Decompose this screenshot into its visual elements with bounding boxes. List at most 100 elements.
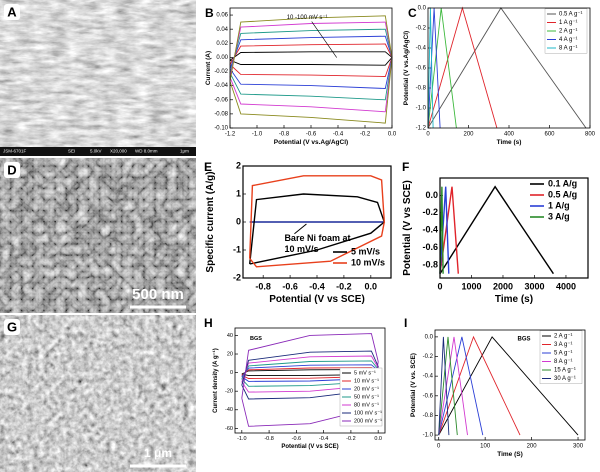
y-tick-label: -0.6 [423,393,434,399]
micrograph [0,158,196,313]
y-tick-label: -0.4 [416,46,427,52]
legend-label: 4 A g⁻¹ [559,37,578,43]
info-text: SEI [68,149,75,154]
legend-label: 10 mV s⁻¹ [354,378,379,384]
curve [229,21,393,113]
panel-label-box [4,162,20,178]
y-tick-label: -0.2 [423,354,434,360]
y-tick-label: -0.6 [422,242,438,252]
legend-label: 8 A g⁻¹ [559,46,578,52]
x-tick-label: -0.8 [279,132,290,138]
x-axis-label: Potential (V vs SCE) [281,444,338,450]
x-tick-label: 0.0 [374,436,382,442]
x-tick-label: 200 [527,444,538,450]
plot-frame [434,329,586,441]
legend-label: 30 A g⁻¹ [554,376,576,382]
y-axis-label: Potential (V vs SCE) [402,180,413,276]
y-tick-label: -2 [233,272,241,282]
info-text: 1μm [180,149,189,154]
x-tick-label: 4000 [556,281,576,291]
x-tick-label: 200 [463,132,474,138]
x-tick-label: -0.8 [255,281,271,291]
legend-label: 2 A g⁻¹ [554,334,573,340]
y-tick-label: -0.02 [214,69,228,75]
y-tick-label: 0 [236,216,241,226]
y-axis-label: Specific current (A/g) [205,171,216,272]
y-tick-label: -0.2 [422,207,438,217]
curve [439,186,450,274]
y-axis-label: Potential (V vs.Ag/AgCl) [403,31,410,105]
legend-label: 8 A g⁻¹ [554,359,573,365]
scale-label: 1 μm [144,446,172,460]
legend-label: 0.5 A/g [548,189,577,199]
panel-label: D [7,162,16,177]
legend-label: 3 A/g [548,211,570,221]
info-bar [0,147,196,156]
micrograph [0,315,196,472]
plot-frame [229,7,393,129]
curve [438,335,521,436]
legend-label: 200 mV s⁻¹ [354,418,382,424]
panel-label-box [4,319,20,335]
info-text: JSM-6701F [3,149,27,154]
x-axis-label: Time (S) [497,451,523,458]
x-tick-label: -0.6 [306,132,317,138]
y-tick-label: -1 [233,244,241,254]
legend-label: 15 A g⁻¹ [554,368,576,374]
legend-label: 1 A/g [548,200,570,210]
panel-label: I [404,316,407,330]
y-tick-label: -0.6 [416,66,427,72]
legend-label: 5 A g⁻¹ [554,351,573,357]
curve [229,43,393,77]
y-tick-label: -0.04 [214,83,228,89]
x-tick-label: -0.4 [319,436,328,442]
y-tick-label: -0.4 [423,374,434,380]
legend-label: 50 mV s⁻¹ [354,394,379,400]
x-tick-label: 0 [437,281,442,291]
curve [438,336,468,436]
x-tick-label: 600 [544,132,555,138]
y-tick-label: -0.08 [214,111,228,117]
x-axis-label: Time (s) [497,139,522,146]
x-tick-label: 3000 [524,281,544,291]
x-axis-label: Time (s) [495,294,533,305]
x-tick-label: 0.0 [388,132,397,138]
plot-frame [242,165,392,279]
plot-frame [439,177,589,279]
annotation-arrow [311,21,337,58]
panel-label: G [7,319,17,334]
x-tick-label: 100 [480,444,491,450]
x-tick-label: -0.8 [264,436,273,442]
curve [438,336,458,436]
y-tick-label: 1 [236,188,241,198]
annotation: 10 mV/s [284,244,318,254]
y-tick-label: -1.0 [423,433,434,439]
x-tick-label: 400 [504,132,515,138]
y-tick-label: 0.06 [216,13,228,19]
curve [438,336,484,436]
curve [439,186,444,274]
x-tick-label: 1000 [461,281,481,291]
x-tick-label: -0.2 [360,132,371,138]
y-tick-label: -60 [225,426,233,432]
panel-label: C [408,6,417,20]
annotation: 10 -100 mV s⁻¹ [287,15,328,21]
legend-label: 5 mV/s [351,246,380,256]
y-tick-label: 0.0 [425,190,438,200]
curve [229,51,393,66]
y-tick-label: -0.2 [416,26,427,32]
x-tick-label: 0 [426,132,430,138]
y-tick-label: -0.10 [214,126,228,132]
y-tick-label: 40 [227,333,233,339]
x-tick-label: -0.2 [346,436,355,442]
x-axis-label: Potential (V vs SCE) [269,294,365,305]
legend-label: 80 mV s⁻¹ [354,402,379,408]
legend-label: 100 mV s⁻¹ [354,410,382,416]
x-tick-label: -1.0 [252,132,263,138]
curve [439,186,459,274]
x-tick-label: -0.6 [292,436,301,442]
legend-label: 1 A g⁻¹ [559,20,578,26]
y-tick-label: 20 [227,351,233,357]
y-tick-label: 2 [236,160,241,170]
